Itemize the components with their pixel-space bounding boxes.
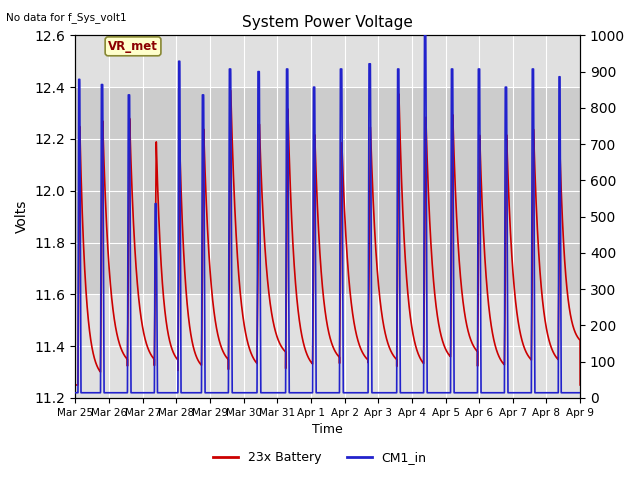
Text: VR_met: VR_met <box>108 40 158 53</box>
Legend: 23x Battery, CM1_in: 23x Battery, CM1_in <box>208 446 432 469</box>
Y-axis label: Volts: Volts <box>15 200 29 233</box>
X-axis label: Time: Time <box>312 423 343 436</box>
Bar <box>76 87 580 294</box>
Title: System Power Voltage: System Power Voltage <box>243 15 413 30</box>
Text: No data for f_Sys_volt1: No data for f_Sys_volt1 <box>6 12 127 23</box>
